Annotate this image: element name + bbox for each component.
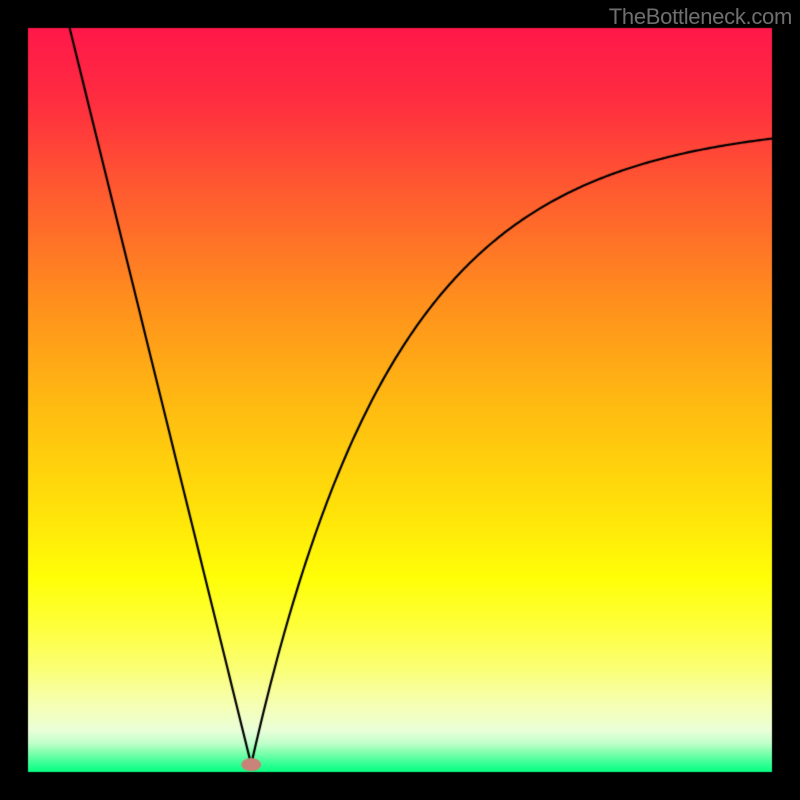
- watermark-text: TheBottleneck.com: [609, 4, 792, 30]
- bottleneck-curve-chart: [0, 0, 800, 800]
- chart-container: TheBottleneck.com: [0, 0, 800, 800]
